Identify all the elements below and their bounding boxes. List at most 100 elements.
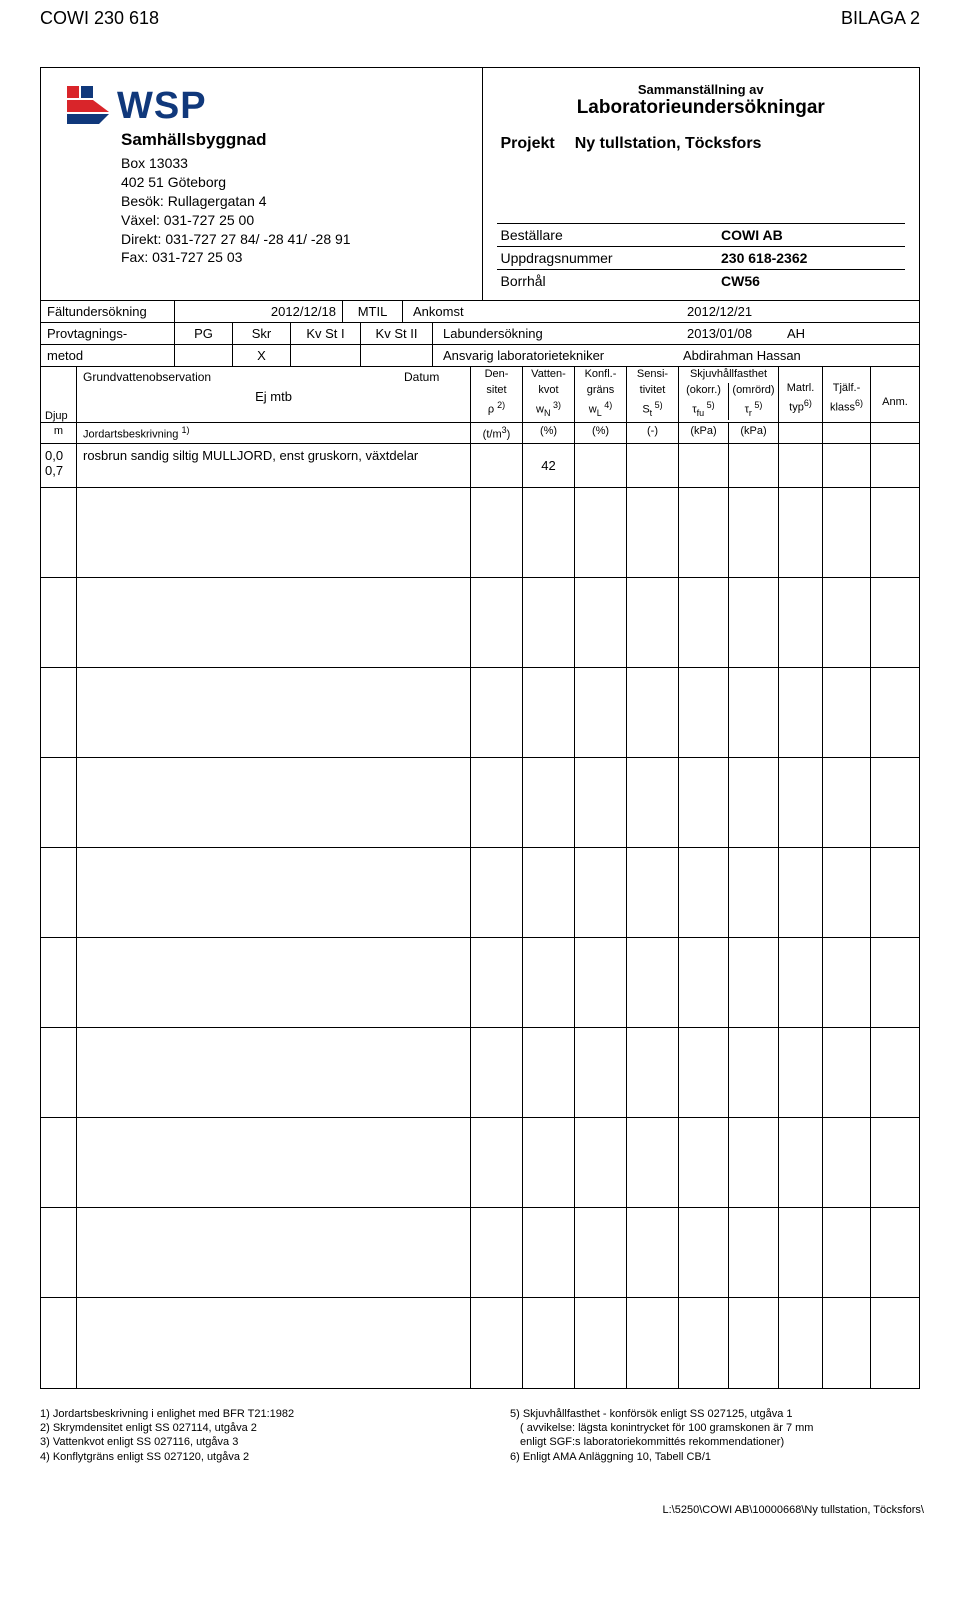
soil-description-label: Jordartsbeskrivning 1) bbox=[77, 423, 471, 443]
page-header: COWI 230 618 BILAGA 2 bbox=[0, 0, 960, 37]
liquidlimit-cell bbox=[575, 444, 627, 487]
table-row bbox=[41, 848, 919, 938]
responsible-label: Ansvarig laboratorietekniker bbox=[439, 348, 683, 363]
tr-cell bbox=[729, 444, 779, 487]
labtest-sign: AH bbox=[783, 326, 913, 341]
tfu-unit: (kPa) bbox=[679, 423, 729, 443]
kvst1-value bbox=[291, 345, 361, 366]
file-path: L:\5250\COWI AB\10000668\Ny tullstation,… bbox=[0, 1464, 960, 1528]
skr-value: X bbox=[233, 345, 291, 366]
company-column: WSP Samhällsbyggnad Box 13033 402 51 Göt… bbox=[41, 68, 483, 301]
sampling-label: Provtagnings- bbox=[41, 323, 175, 344]
field-survey-row: Fältundersökning 2012/12/18 MTIL Ankomst… bbox=[41, 301, 919, 323]
notes-cell bbox=[871, 444, 919, 487]
sampling-method-row: Provtagnings- PG Skr Kv St I Kv St II La… bbox=[41, 323, 919, 345]
sensitivity-header: Sensi- tivitet St 5) bbox=[627, 367, 679, 422]
pg-header: PG bbox=[175, 323, 233, 344]
depth-header: Djup bbox=[41, 367, 77, 422]
addr-fax: Fax: 031-727 25 03 bbox=[121, 248, 470, 267]
tfu-cell bbox=[679, 444, 729, 487]
depth-label: Djup bbox=[41, 410, 76, 422]
liquidlimit-header: Konfl.- gräns wL 4) bbox=[575, 367, 627, 422]
depth-unit: m bbox=[41, 423, 77, 443]
company-sub: Samhällsbyggnad bbox=[121, 130, 470, 150]
date-label: Datum bbox=[404, 370, 464, 384]
footnotes-left: 1) Jordartsbeskrivning i enlighet med BF… bbox=[40, 1407, 450, 1464]
project-value: Ny tullstation, Töcksfors bbox=[575, 135, 762, 153]
watercontent-unit: (%) bbox=[523, 423, 575, 443]
density-header: Den- sitet ρ 2) bbox=[471, 367, 523, 422]
footnotes-right: 5) Skjuvhållfasthet - konförsök enligt S… bbox=[510, 1407, 920, 1464]
addr-city: 402 51 Göteborg bbox=[121, 173, 470, 192]
table-row: 0,0 0,7 rosbrun sandig siltig MULLJORD, … bbox=[41, 444, 919, 488]
material-cell bbox=[779, 444, 823, 487]
table-row bbox=[41, 1298, 919, 1388]
project-column: Sammanställning av Laboratorieundersökni… bbox=[483, 68, 920, 301]
addr-visit: Besök: Rullagergatan 4 bbox=[121, 192, 470, 211]
skr-header: Skr bbox=[233, 323, 291, 344]
groundwater-label: Grundvattenobservation bbox=[83, 370, 404, 384]
borehole-value: CW56 bbox=[721, 273, 901, 289]
field-survey-sign: MTIL bbox=[343, 301, 403, 322]
ejmtb-value: Ej mtb bbox=[77, 387, 470, 406]
form-box: WSP Samhällsbyggnad Box 13033 402 51 Göt… bbox=[40, 67, 920, 1389]
method-label: metod bbox=[41, 345, 175, 366]
tr-unit: (kPa) bbox=[729, 423, 779, 443]
client-value: COWI AB bbox=[721, 227, 901, 243]
kvst2-header: Kv St II bbox=[361, 323, 433, 344]
assignment-value: 230 618-2362 bbox=[721, 250, 901, 266]
table-row bbox=[41, 1028, 919, 1118]
borehole-row: Borrhål CW56 bbox=[497, 269, 906, 292]
assignment-label: Uppdragsnummer bbox=[501, 250, 722, 266]
description-header: Grundvattenobservation Datum Ej mtb bbox=[77, 367, 471, 422]
sensitivity-unit: (-) bbox=[627, 423, 679, 443]
addr-direct: Direkt: 031-727 27 84/ -28 41/ -28 91 bbox=[121, 230, 470, 249]
lab-title: Laboratorieundersökningar bbox=[497, 97, 906, 119]
watercontent-header: Vatten- kvot wN 3) bbox=[523, 367, 575, 422]
header-right: BILAGA 2 bbox=[841, 8, 920, 29]
liquidlimit-unit: (%) bbox=[575, 423, 627, 443]
notes-header: Anm. bbox=[871, 367, 919, 422]
watercontent-cell: 42 bbox=[523, 444, 575, 487]
wsp-logo-icon: WSP bbox=[61, 82, 241, 128]
kvst1-header: Kv St I bbox=[291, 323, 361, 344]
table-row bbox=[41, 938, 919, 1028]
table-row bbox=[41, 758, 919, 848]
table-row bbox=[41, 1208, 919, 1298]
shearstrength-header: Skjuvhållfasthet (okorr.) τfu 5) (omrörd… bbox=[679, 367, 779, 422]
table-row bbox=[41, 488, 919, 578]
responsible-value: Abdirahman Hassan bbox=[683, 348, 913, 363]
density-unit: (t/m3) bbox=[471, 423, 523, 443]
pg-value bbox=[175, 345, 233, 366]
borehole-label: Borrhål bbox=[501, 273, 722, 289]
svg-text:WSP: WSP bbox=[117, 85, 207, 127]
client-label: Beställare bbox=[501, 227, 722, 243]
description-cell: rosbrun sandig siltig MULLJORD, enst gru… bbox=[77, 444, 471, 487]
footnotes: 1) Jordartsbeskrivning i enlighet med BF… bbox=[40, 1407, 920, 1464]
arrival-label: Ankomst bbox=[409, 304, 683, 319]
column-headers: Djup Grundvattenobservation Datum Ej mtb… bbox=[41, 367, 919, 422]
header-left: COWI 230 618 bbox=[40, 8, 159, 29]
addr-phone: Växel: 031-727 25 00 bbox=[121, 211, 470, 230]
kvst2-value bbox=[361, 345, 433, 366]
arrival-value: 2012/12/21 bbox=[683, 304, 783, 319]
field-survey-date: 2012/12/18 bbox=[175, 301, 343, 322]
frostclass-header: Tjälf.- klass6) bbox=[823, 367, 871, 422]
depth-cell: 0,0 0,7 bbox=[41, 444, 77, 487]
table-row bbox=[41, 578, 919, 668]
addr-box: Box 13033 bbox=[121, 154, 470, 173]
sensitivity-cell bbox=[627, 444, 679, 487]
compilation-label: Sammanställning av bbox=[497, 82, 906, 97]
top-section: WSP Samhällsbyggnad Box 13033 402 51 Göt… bbox=[41, 68, 919, 301]
density-cell bbox=[471, 444, 523, 487]
labtest-label: Labundersökning bbox=[439, 326, 683, 341]
labtest-date: 2013/01/08 bbox=[683, 326, 783, 341]
project-row: Projekt Ny tullstation, Töcksfors bbox=[497, 135, 906, 153]
table-row bbox=[41, 668, 919, 758]
frostclass-cell bbox=[823, 444, 871, 487]
material-header: Matrl. typ6) bbox=[779, 367, 823, 422]
unit-row: m Jordartsbeskrivning 1) (t/m3) (%) (%) … bbox=[41, 422, 919, 444]
logo-row: WSP bbox=[61, 82, 470, 128]
table-row bbox=[41, 1118, 919, 1208]
client-row: Beställare COWI AB bbox=[497, 223, 906, 246]
